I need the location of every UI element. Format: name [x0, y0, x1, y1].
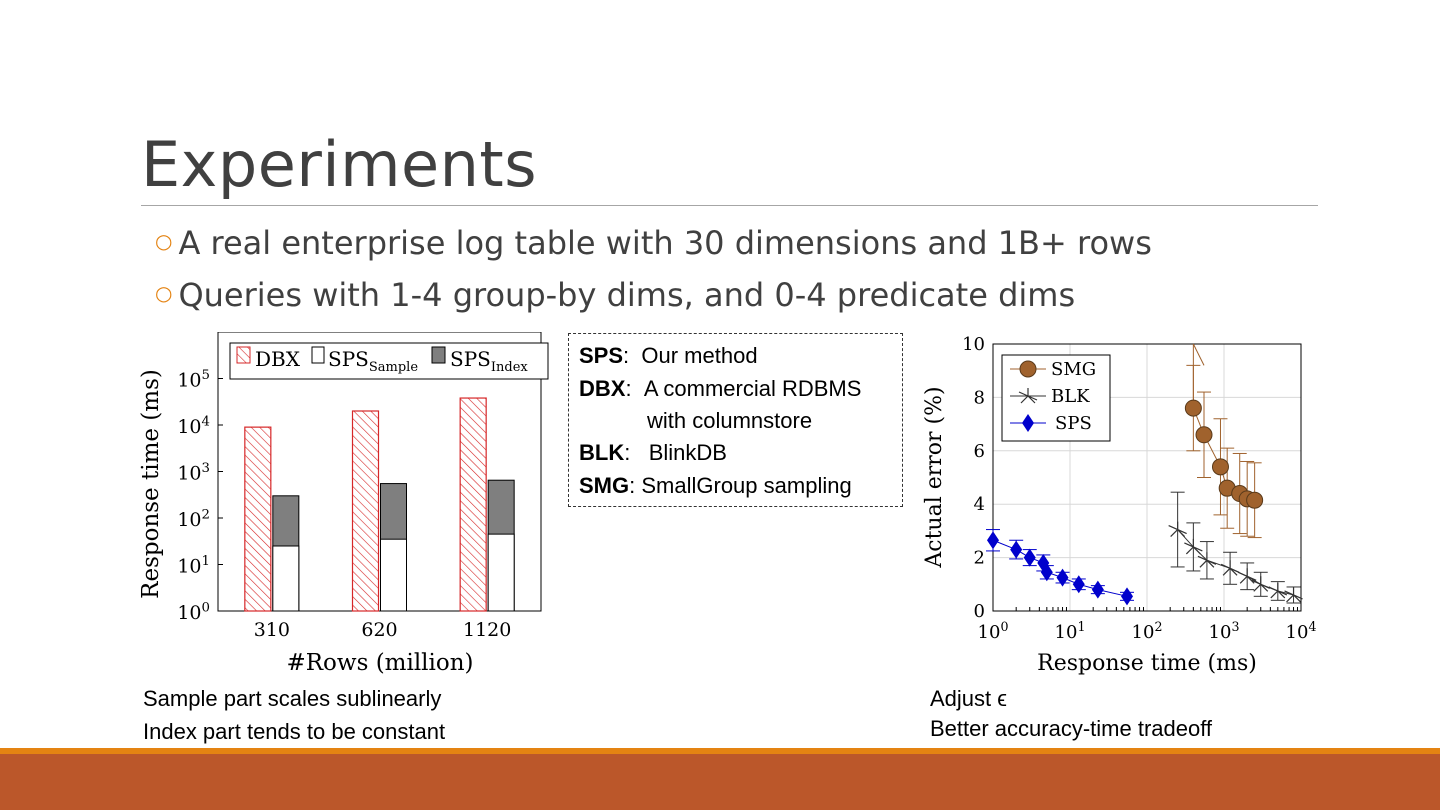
legend-sps-index-swatch: [431, 346, 446, 364]
tick-label: 100: [978, 619, 1009, 643]
bullet-2-text: Queries with 1-4 group-by dims, and 0-4 …: [178, 276, 1076, 314]
smg-point: [1195, 426, 1213, 444]
y-tick-label: 6: [974, 441, 985, 462]
tick-label: 103: [177, 461, 210, 485]
series-line-blk: [1177, 529, 1294, 596]
blk-point: [1284, 586, 1303, 603]
y-tick-label: 8: [974, 387, 985, 408]
smg-point: [1211, 458, 1229, 476]
blk-point: [1220, 560, 1240, 576]
bar-dbx: [244, 426, 272, 612]
caption-right-2: Better accuracy-time tradeoff: [930, 716, 1213, 741]
y-tick-label: 0: [974, 601, 985, 622]
bullet-1-text: A real enterprise log table with 30 dime…: [178, 224, 1152, 262]
legend-sps-label: SPS: [1055, 413, 1092, 434]
legend-smg-marker: [1019, 360, 1037, 378]
footer-accent: [0, 748, 1440, 754]
legend-blk-marker: [1018, 388, 1038, 404]
tick-label: 100: [177, 600, 210, 624]
blk-point: [1268, 582, 1288, 599]
tick-label: 101: [1055, 619, 1086, 643]
bar-sps-sample: [487, 533, 515, 612]
caption-left-1: Sample part scales sublinearly: [143, 686, 442, 711]
legend-line-blk: BLK: BlinkDB: [579, 440, 727, 465]
legend-blk-label: BLK: [1051, 386, 1090, 407]
tick-label: 102: [177, 507, 210, 531]
legend-sps-marker: [1022, 414, 1034, 432]
bar-dbx: [459, 397, 487, 612]
y-tick-label: 10: [962, 334, 985, 355]
blk-point: [1184, 538, 1203, 555]
footer-bar: [0, 748, 1440, 810]
bullet-2: ○ Queries with 1-4 group-by dims, and 0-4…: [155, 276, 1075, 314]
bar-chart: 100 101 102 103 104 105 310 620 1120 Response t…: [138, 332, 549, 676]
tick-label: 101: [177, 554, 210, 578]
smg-tail-line: [1192, 343, 1205, 366]
caption-right-1: Adjust ϵ: [930, 686, 1007, 711]
tick-label: 103: [1209, 619, 1240, 643]
bar-dbx: [351, 410, 380, 612]
x-tick-label: 1120: [463, 619, 511, 641]
legend-smg-label: SMG: [1051, 359, 1096, 380]
legend-sps-sample-label: SPSSample: [328, 347, 418, 375]
slide-title: Experiments: [141, 128, 538, 201]
bar-chart-xlabel: #Rows (million): [286, 650, 473, 676]
y-tick-label: 4: [974, 494, 985, 515]
legend-line-dbx: DBX: A commercial RDBMS: [579, 376, 862, 401]
tick-label: 104: [177, 414, 210, 438]
bullet-marker-icon: ○: [155, 281, 173, 305]
legend-line-sps: SPS: Our method: [579, 343, 758, 368]
smg-point: [1184, 399, 1202, 417]
bullet-marker-icon: ○: [155, 229, 173, 253]
blk-point: [1168, 521, 1187, 537]
legend-line-dbx-cont: with columnstore: [647, 408, 813, 433]
sps-point: [1010, 540, 1023, 559]
error-chart-frame: [992, 343, 1302, 612]
sps-point: [1056, 568, 1069, 587]
bar-chart-ylabel: Response time (ms): [138, 369, 164, 599]
x-tick-label: 310: [254, 619, 290, 641]
sps-point: [1072, 575, 1085, 594]
legend-line-smg: SMG: SmallGroup sampling: [579, 473, 852, 498]
x-tick-label: 620: [361, 619, 397, 641]
y-tick-label: 2: [974, 548, 985, 569]
tick-label: 104: [1286, 619, 1317, 643]
bullet-1: ○ A real enterprise log table with 30 dim…: [155, 224, 1152, 262]
error-chart-xlabel: Response time (ms): [1037, 651, 1257, 676]
sps-point: [1023, 548, 1036, 567]
bar-sps-sample: [272, 545, 300, 612]
sps-point: [1091, 580, 1104, 599]
tick-label: 105: [177, 368, 210, 392]
legend-dbx-swatch: [236, 346, 251, 364]
tick-label: 102: [1132, 619, 1163, 643]
sps-point: [1040, 563, 1053, 582]
sps-point: [987, 531, 999, 550]
legend-dbx-label: DBX: [255, 347, 301, 371]
caption-left-2: Index part tends to be constant: [143, 719, 446, 744]
blk-point: [1197, 552, 1217, 568]
legend-sps-index-label: SPSIndex: [450, 347, 528, 375]
blk-point: [1251, 576, 1270, 592]
smg-point: [1246, 491, 1264, 509]
title-rule: [141, 205, 1318, 206]
legend-sps-sample-swatch: [311, 346, 325, 364]
sps-point: [1121, 587, 1134, 606]
bar-chart-legend: DBX SPSSample SPSIndex: [229, 342, 549, 380]
error-chart-ylabel: Actual error (%): [922, 386, 947, 568]
error-chart-legend: SMG BLK SPS: [1001, 354, 1111, 442]
method-legend-box: SPS: Our method DBX: A commercial RDBMS …: [568, 333, 903, 507]
bar-sps-sample: [380, 538, 407, 612]
